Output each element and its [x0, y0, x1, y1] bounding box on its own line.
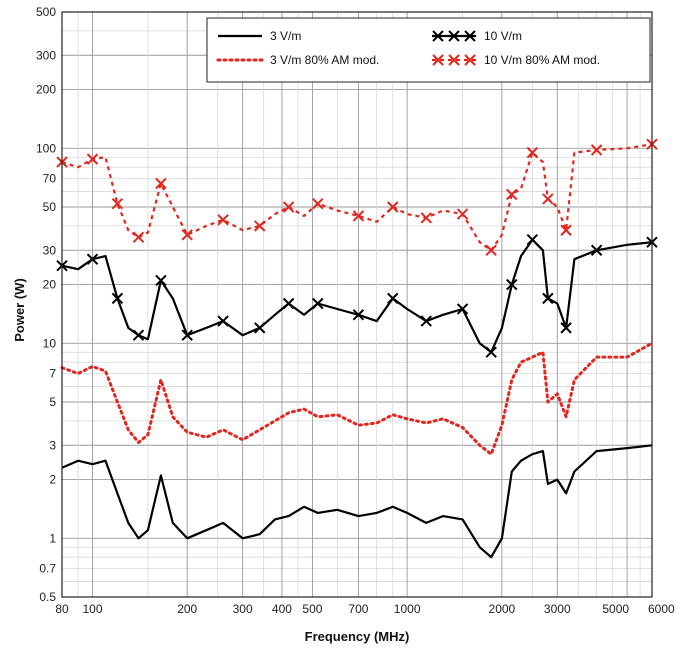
legend-entry: 10 V/m — [432, 29, 522, 43]
x-axis-label: Frequency (MHz) — [305, 629, 410, 644]
data-point-marker — [217, 214, 229, 226]
x-tick-label: 6000 — [648, 602, 675, 616]
data-point-marker — [181, 229, 193, 241]
data-point-marker — [456, 303, 469, 315]
data-point-marker — [448, 30, 460, 42]
data-point-marker — [506, 278, 518, 291]
x-tick-label: 100 — [82, 602, 102, 616]
data-point-marker — [282, 201, 295, 213]
data-point-marker — [155, 177, 167, 190]
data-point-marker — [155, 274, 167, 287]
plot-frame — [61, 11, 653, 598]
series-3 — [56, 138, 658, 256]
legend-label: 3 V/m 80% AM mod. — [270, 53, 379, 67]
data-point-marker — [485, 346, 497, 358]
data-point-marker — [526, 233, 539, 246]
legend-label: 3 V/m — [270, 29, 301, 43]
data-point-marker — [111, 292, 124, 305]
data-point-marker — [560, 224, 572, 236]
y-tick-label: 300 — [36, 48, 56, 62]
data-point-marker — [254, 220, 266, 232]
data-point-marker — [132, 329, 145, 341]
y-tick-label: 70 — [43, 172, 57, 186]
data-point-marker — [542, 292, 554, 305]
data-point-marker — [352, 210, 365, 222]
data-point-marker — [456, 208, 469, 220]
plot-background — [62, 12, 652, 597]
legend-box — [206, 17, 651, 83]
legend-entry: 3 V/m 80% AM mod. — [216, 53, 379, 67]
x-tick-label: 3000 — [544, 602, 571, 616]
x-tick-label: 5000 — [602, 602, 629, 616]
data-point-marker — [387, 292, 399, 305]
data-point-marker — [312, 197, 324, 210]
legend-entry: 10 V/m 80% AM mod. — [432, 53, 600, 67]
y-tick-label: 20 — [43, 278, 57, 292]
data-point-marker — [448, 54, 460, 66]
y-tick-label: 0.7 — [39, 562, 56, 576]
x-tick-label: 700 — [348, 602, 368, 616]
data-point-marker — [590, 244, 603, 256]
data-point-marker — [181, 329, 193, 341]
x-tick-label: 400 — [272, 602, 292, 616]
series-line — [61, 444, 653, 559]
data-point-marker — [352, 309, 365, 321]
legend: 3 V/m 10 V/m 3 V/m 80% AM mod. 10 V/m 80% A… — [206, 17, 651, 83]
data-point-marker — [132, 231, 145, 243]
y-tick-label: 5 — [49, 395, 56, 409]
data-point-marker — [420, 315, 432, 327]
y-tick-label: 7 — [49, 367, 56, 381]
data-point-marker — [387, 201, 399, 213]
y-tick-label: 30 — [43, 243, 57, 257]
data-point-marker — [506, 188, 518, 201]
y-tick-label: 100 — [36, 141, 56, 155]
data-point-marker — [111, 197, 124, 210]
y-tick-label: 10 — [43, 336, 57, 350]
y-tick-label: 50 — [43, 200, 57, 214]
y-tick-label: 500 — [36, 5, 56, 19]
x-tick-label: 500 — [302, 602, 322, 616]
y-tick-label: 0.5 — [39, 590, 56, 604]
data-point-marker — [464, 30, 476, 42]
y-tick-labels: 0.5 0.7 1 2 3 5 7 10 20 30 50 70 100 200 300 500 — [36, 5, 56, 604]
x-tick-label: 2000 — [489, 602, 516, 616]
y-tick-label: 1 — [49, 531, 56, 545]
series-0 — [61, 444, 653, 559]
data-point-marker — [526, 146, 539, 159]
legend-label: 10 V/m — [484, 29, 522, 43]
legend-items: 3 V/m 10 V/m 3 V/m 80% AM mod. 10 V/m 80% A… — [216, 29, 600, 67]
data-point-marker — [464, 54, 476, 66]
y-tick-label: 3 — [49, 438, 56, 452]
x-tick-labels: 80 100 200 300 400 500 700 1000 2000 3000 5000 6000 — [55, 602, 675, 616]
data-point-marker — [420, 212, 432, 224]
series-1 — [60, 341, 654, 456]
data-point-marker — [542, 193, 554, 205]
data-point-marker — [86, 153, 99, 165]
x-tick-label: 80 — [55, 602, 69, 616]
data-point-marker — [217, 315, 229, 327]
data-point-marker — [282, 297, 295, 310]
x-tick-label: 1000 — [394, 602, 421, 616]
legend-label: 10 V/m 80% AM mod. — [484, 53, 600, 67]
data-point-marker — [590, 144, 603, 156]
y-tick-label: 2 — [49, 473, 56, 487]
y-tick-label: 200 — [36, 83, 56, 97]
data-point-marker — [254, 322, 266, 334]
series-line — [60, 341, 654, 456]
data-point-marker — [86, 253, 99, 265]
data-point-marker — [560, 322, 572, 334]
x-tick-label: 300 — [233, 602, 253, 616]
legend-entry: 3 V/m — [218, 29, 301, 43]
x-tick-label: 200 — [177, 602, 197, 616]
y-axis-label: Power (W) — [12, 278, 27, 342]
data-point-marker — [432, 30, 444, 42]
series-layer — [56, 138, 658, 559]
data-point-marker — [432, 54, 444, 66]
data-point-marker — [312, 297, 324, 310]
series-2 — [56, 233, 658, 358]
data-point-marker — [485, 244, 497, 256]
